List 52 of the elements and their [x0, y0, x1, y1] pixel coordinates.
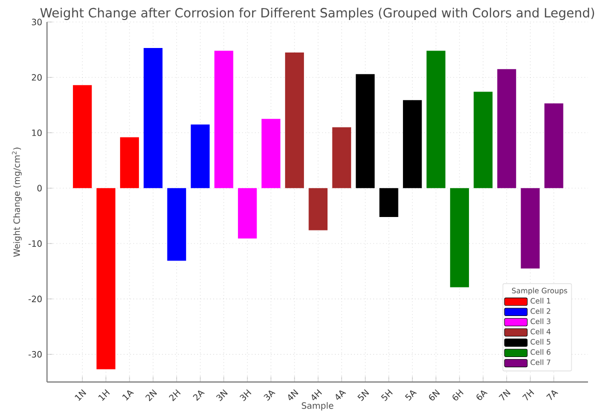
bar [72, 85, 92, 188]
x-tick-label: 4H [312, 389, 322, 400]
x-tick-label: 7H [522, 389, 534, 401]
x-tick-label: 1N [74, 389, 86, 401]
x-tick-label: 5A [404, 390, 417, 401]
bar [544, 103, 564, 188]
x-tick-label: 6N [429, 389, 440, 400]
bar [214, 50, 234, 188]
bar [474, 92, 493, 188]
bar [332, 127, 352, 188]
x-tick-label: 4A [336, 390, 346, 400]
x-tick-label: 3A [264, 390, 276, 401]
x-tick-label: 7N [498, 389, 511, 400]
bar [167, 188, 186, 261]
x-tick-label: 1H [98, 389, 110, 401]
bar [285, 52, 304, 188]
bar [356, 74, 375, 188]
y-tick-label: 0 [37, 184, 42, 192]
y-tick-label: 20 [32, 74, 42, 81]
x-tick-label: 7A [546, 390, 558, 400]
x-tick-label: 5N [357, 389, 370, 402]
bar [308, 188, 328, 230]
bar [402, 100, 422, 188]
x-tick-label: 2N [145, 389, 158, 402]
bar [426, 50, 446, 188]
bar [120, 137, 139, 188]
x-tick-label: 3N [216, 389, 228, 402]
x-tick-label: 6A [476, 390, 488, 400]
y-tick-label: 10 [32, 130, 42, 136]
bar [144, 48, 163, 188]
y-tick-label: -10 [28, 240, 42, 247]
x-tick-label: 2H [168, 389, 181, 402]
y-tick-label: 30 [32, 18, 42, 26]
x-tick-label: 5H [380, 389, 393, 402]
bar [450, 188, 469, 288]
bar [262, 118, 280, 188]
x-tick-label: 6H [452, 389, 464, 400]
chart-title: Weight Change after Corrosion for Different Samples (Grouped with Colors and Legend) [40, 8, 594, 20]
bar [190, 124, 210, 188]
y-tick-label: -30 [28, 351, 42, 358]
bar [96, 188, 116, 370]
x-tick-label: 1A [122, 390, 134, 400]
y-axis-title: Weight Change (mg/cm$^{2}$) [12, 148, 22, 257]
x-tick-label: 4N [288, 389, 298, 400]
y-tick-label: -20 [28, 296, 42, 302]
x-tick-label: 2A [192, 390, 205, 401]
bar [520, 188, 540, 268]
x-tick-label: 3H [240, 389, 252, 402]
bar [238, 188, 257, 239]
x-axis-title: Sample [302, 402, 334, 411]
bar [497, 69, 516, 188]
bar [379, 188, 398, 217]
